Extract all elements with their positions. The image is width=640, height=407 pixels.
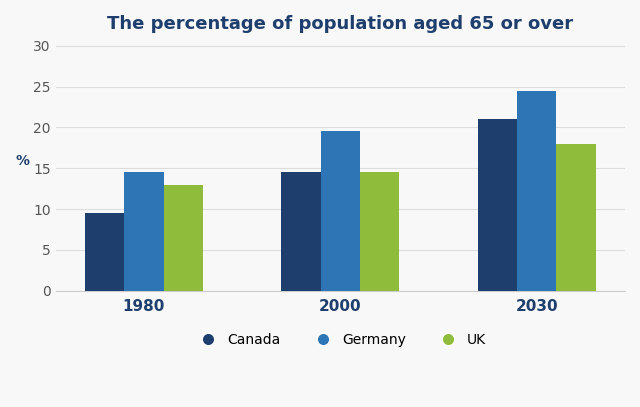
- Legend: Canada, Germany, UK: Canada, Germany, UK: [189, 328, 492, 352]
- Title: The percentage of population aged 65 or over: The percentage of population aged 65 or …: [108, 15, 573, 33]
- Y-axis label: %: %: [15, 154, 29, 168]
- Bar: [360, 172, 399, 291]
- Bar: [477, 119, 517, 291]
- Bar: [124, 172, 164, 291]
- Bar: [164, 185, 203, 291]
- Bar: [85, 213, 124, 291]
- Bar: [321, 131, 360, 291]
- Bar: [282, 172, 321, 291]
- Bar: [556, 144, 596, 291]
- Bar: [517, 91, 556, 291]
